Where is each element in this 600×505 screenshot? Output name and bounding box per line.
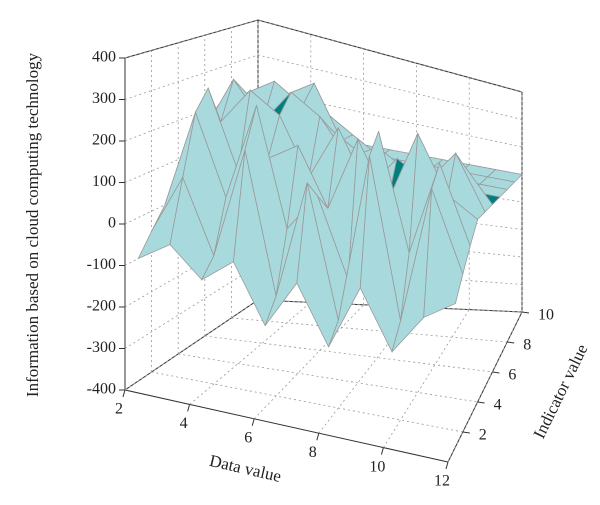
x-tick-label: 8: [309, 444, 317, 461]
x-axis-title: Data value: [208, 451, 284, 486]
grid-line: [318, 306, 417, 434]
z-tick-label: -400: [87, 381, 116, 398]
tick-mark: [492, 371, 500, 374]
box-edge: [447, 311, 523, 463]
z-axis-title: Information based on cloud computing tec…: [23, 52, 42, 397]
tick-mark: [187, 404, 191, 412]
z-tick-label: 200: [92, 132, 116, 149]
z-tick-label: 0: [108, 215, 116, 232]
z-tick-label: -100: [87, 256, 116, 273]
tick-mark: [122, 389, 126, 398]
y-tick-label: 8: [523, 337, 531, 354]
z-tick-label: 100: [92, 173, 116, 190]
z-tick-label: 300: [92, 90, 116, 107]
grid-line: [124, 19, 523, 93]
grid-line: [151, 371, 463, 433]
surface-patch: [423, 188, 464, 319]
grid-line: [189, 302, 312, 405]
z-tick-label: -300: [87, 339, 116, 356]
y-axis-title: Indicator value: [530, 341, 592, 441]
tick-mark: [462, 431, 470, 434]
z-tick-label: -200: [87, 298, 116, 315]
y-tick-label: 4: [494, 397, 502, 414]
grid-line: [178, 353, 478, 403]
grid-line: [257, 299, 523, 313]
grid-line: [253, 304, 364, 420]
x-tick-label: 12: [434, 473, 450, 490]
x-tick-label: 4: [180, 415, 188, 432]
y-tick-label: 6: [508, 367, 516, 384]
z-tick-label: 400: [92, 49, 116, 66]
tick-mark: [251, 418, 255, 426]
tick-mark: [316, 433, 320, 441]
grid-line: [124, 299, 259, 391]
tick-mark: [445, 461, 449, 470]
x-tick-label: 10: [369, 458, 385, 475]
tick-mark: [380, 447, 384, 455]
grid-line: [204, 335, 493, 373]
tick-mark: [521, 311, 530, 314]
grid-line: [231, 317, 508, 343]
x-tick-label: 2: [115, 401, 123, 418]
y-tick-label: 10: [538, 307, 554, 324]
grid-line: [383, 309, 470, 448]
tick-mark: [507, 341, 515, 344]
box-edge: [124, 389, 449, 463]
x-tick-label: 6: [244, 429, 252, 446]
y-tick-label: 2: [479, 427, 487, 444]
tick-mark: [477, 401, 485, 404]
